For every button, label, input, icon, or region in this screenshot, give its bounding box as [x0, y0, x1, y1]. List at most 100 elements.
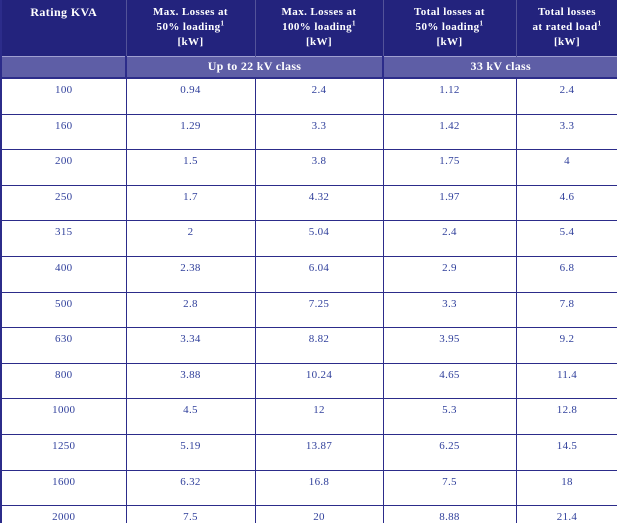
value-cell: 2.8 [125, 291, 256, 329]
rating-cell: 1000 [0, 398, 127, 435]
value-cell: 16.8 [254, 469, 384, 507]
header-row: Rating KVA Max. Losses at 50% loading1 [… [1, 0, 617, 57]
rating-cell: 630 [0, 327, 127, 364]
value-cell: 13.87 [254, 433, 384, 471]
col-header-total-losses-50: Total losses at 50% loading1 [kW] [383, 0, 517, 57]
table-row: 160 1.29 3.3 1.42 3.3 [0, 113, 617, 151]
value-cell: 7.5 [382, 469, 517, 507]
value-cell: 6.8 [515, 255, 617, 293]
value-cell: 3.8 [254, 149, 384, 186]
value-cell: 0.94 [125, 77, 256, 115]
value-cell: 2.4 [515, 77, 617, 115]
header-unit: [kW] [177, 36, 204, 48]
value-cell: 7.25 [254, 291, 384, 329]
class-header-row: Up to 22 kV class 33 kV class [1, 56, 617, 79]
rating-cell: 500 [0, 291, 127, 329]
table-row: 1000 4.5 12 5.3 12.8 [0, 398, 617, 435]
value-cell: 4.5 [125, 398, 256, 435]
value-cell: 5.3 [382, 398, 517, 435]
table-body: 100 0.94 2.4 1.12 2.4 160 1.29 3.3 1.42 3.3 200 1.5… [0, 77, 617, 523]
table-row: 500 2.8 7.25 3.3 7.8 [0, 291, 617, 329]
col-header-total-losses-rated: Total losses at rated load1 [kW] [516, 0, 617, 57]
table-row: 630 3.34 8.82 3.95 9.2 [0, 327, 617, 364]
value-cell: 20 [254, 505, 384, 523]
value-cell: 21.4 [515, 505, 617, 523]
table-row: 100 0.94 2.4 1.12 2.4 [0, 77, 617, 115]
value-cell: 2 [125, 220, 256, 257]
header-line: 100% loading1 [282, 19, 356, 33]
header-line: Total losses at [414, 6, 485, 18]
value-cell: 3.3 [515, 113, 617, 151]
value-cell: 7.8 [515, 291, 617, 329]
rating-cell: 100 [0, 77, 127, 115]
table-row: 400 2.38 6.04 2.9 6.8 [0, 255, 617, 293]
value-cell: 18 [515, 469, 617, 507]
value-cell: 11.4 [515, 362, 617, 400]
value-cell: 1.75 [382, 149, 517, 186]
value-cell: 8.88 [382, 505, 517, 523]
value-cell: 7.5 [125, 505, 256, 523]
value-cell: 10.24 [254, 362, 384, 400]
value-cell: 2.4 [254, 77, 384, 115]
value-cell: 2.9 [382, 255, 517, 293]
table-row: 1600 6.32 16.8 7.5 18 [0, 469, 617, 507]
value-cell: 3.95 [382, 327, 517, 364]
value-cell: 2.38 [125, 255, 256, 293]
value-cell: 5.4 [515, 220, 617, 257]
rating-cell: 200 [0, 149, 127, 186]
header-line: 50% loading1 [156, 19, 225, 33]
header-line: Max. Losses at [281, 6, 357, 18]
class-header-empty-cell [1, 56, 127, 79]
rating-cell: 1250 [0, 433, 127, 471]
value-cell: 6.04 [254, 255, 384, 293]
header-unit: [kW] [436, 36, 463, 48]
rating-cell: 315 [0, 220, 127, 257]
footnote-marker: 1 [479, 19, 484, 28]
header-line: 50% loading1 [415, 19, 484, 33]
value-cell: 3.3 [382, 291, 517, 329]
value-cell: 6.32 [125, 469, 256, 507]
table-row: 315 2 5.04 2.4 5.4 [0, 220, 617, 257]
value-cell: 3.3 [254, 113, 384, 151]
value-cell: 6.25 [382, 433, 517, 471]
value-cell: 4.65 [382, 362, 517, 400]
header-line: Total losses [538, 6, 596, 18]
col-header-max-losses-100: Max. Losses at 100% loading1 [kW] [255, 0, 384, 57]
value-cell: 1.5 [125, 149, 256, 186]
value-cell: 4.32 [254, 184, 384, 222]
table-row: 800 3.88 10.24 4.65 11.4 [0, 362, 617, 400]
value-cell: 8.82 [254, 327, 384, 364]
value-cell: 1.12 [382, 77, 517, 115]
value-cell: 2.4 [382, 220, 517, 257]
value-cell: 3.34 [125, 327, 256, 364]
value-cell: 4.6 [515, 184, 617, 222]
footnote-marker: 1 [597, 19, 602, 28]
value-cell: 1.29 [125, 113, 256, 151]
value-cell: 5.19 [125, 433, 256, 471]
value-cell: 9.2 [515, 327, 617, 364]
value-cell: 1.97 [382, 184, 517, 222]
table-row: 2000 7.5 20 8.88 21.4 [0, 505, 617, 523]
footnote-marker: 1 [220, 19, 225, 28]
header-line: at rated load1 [532, 19, 602, 33]
value-cell: 12.8 [515, 398, 617, 435]
rating-cell: 800 [0, 362, 127, 400]
class-header-33kv: 33 kV class [383, 56, 617, 79]
header-unit: [kW] [305, 36, 333, 48]
value-cell: 12 [254, 398, 384, 435]
table-row: 250 1.7 4.32 1.97 4.6 [0, 184, 617, 222]
rating-cell: 160 [0, 113, 127, 151]
col-header-max-losses-50: Max. Losses at 50% loading1 [kW] [126, 0, 256, 57]
value-cell: 4 [515, 149, 617, 186]
rating-cell: 2000 [0, 505, 127, 523]
value-cell: 3.88 [125, 362, 256, 400]
rating-cell: 250 [0, 184, 127, 222]
header-line: Rating KVA [30, 5, 98, 19]
value-cell: 1.42 [382, 113, 517, 151]
col-header-rating-kva: Rating KVA [1, 0, 127, 57]
header-line: Max. Losses at [153, 6, 228, 18]
header-unit: [kW] [553, 36, 581, 48]
footnote-marker: 1 [352, 19, 356, 28]
